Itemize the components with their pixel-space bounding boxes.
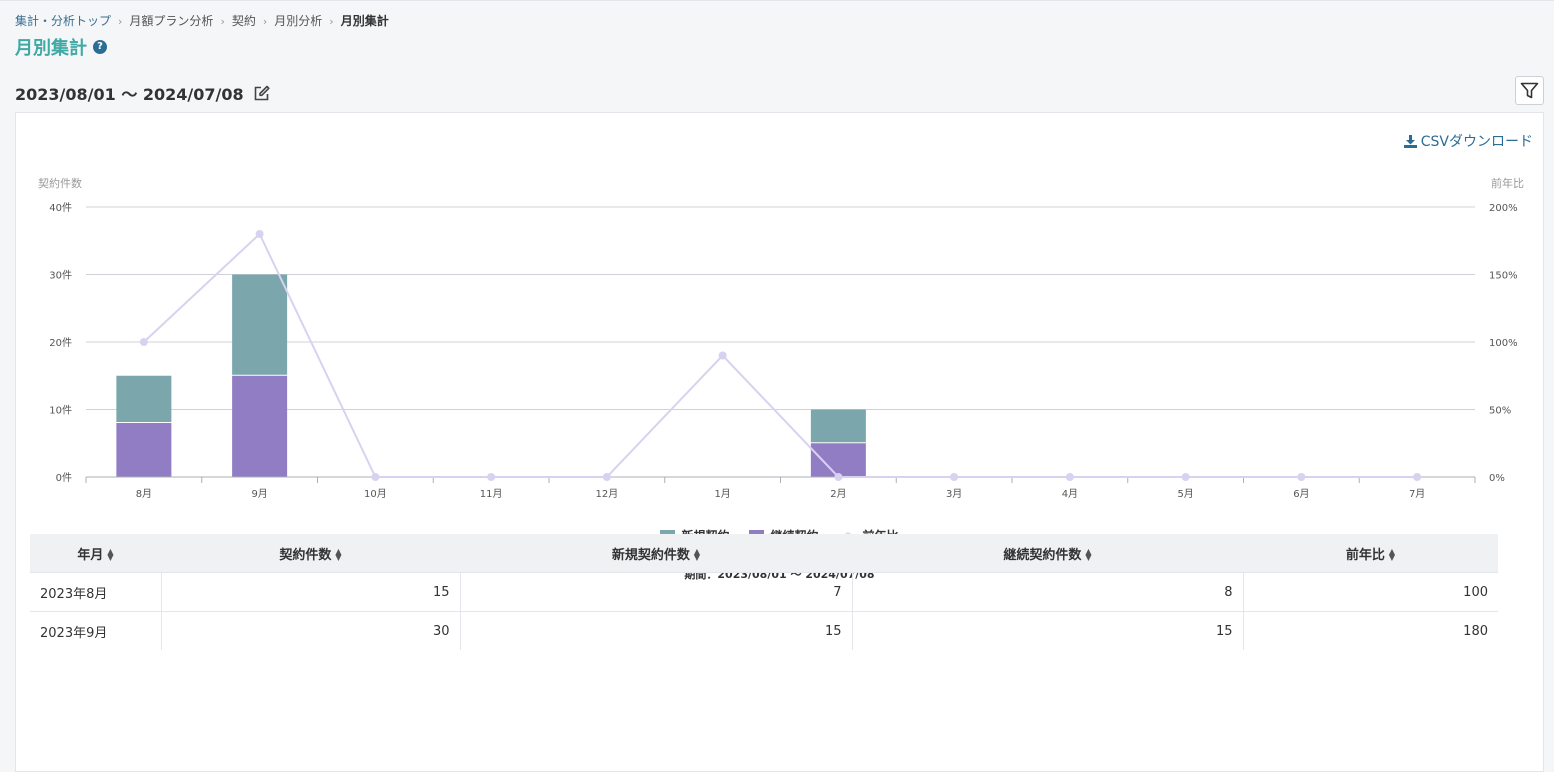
column-header-yoy[interactable]: 前年比 ▲ ▼ <box>1243 534 1498 573</box>
x-tick-label: 3月 <box>946 488 962 500</box>
x-tick-label: 9月 <box>251 488 267 500</box>
monthly-contract-chart: 0件 0% 10件 50% 20件 100% 30件 150% 40件 200% 契約件数 前年比 8月… <box>38 176 1524 500</box>
y-tick-label-right: 200% <box>1489 203 1518 214</box>
page-title: 月別集計 ? <box>15 34 107 60</box>
bar-new-contract <box>116 375 172 422</box>
yoy-line <box>143 232 1418 478</box>
bar-new-contract <box>232 274 288 375</box>
filter-button[interactable] <box>1515 76 1544 105</box>
column-header-renewal-contract-count[interactable]: 継続契約件数 ▲ ▼ <box>852 534 1243 573</box>
sort-icon: ▲ ▼ <box>1085 547 1092 562</box>
breadcrumb-item-contract[interactable]: 契約 <box>231 14 256 28</box>
y-tick-label-left: 0件 <box>56 472 72 484</box>
chart-panel: CSVダウンロード 0件 0% 10件 50% 20件 100% 30件 150% 40件 200… <box>15 112 1544 772</box>
yoy-point <box>255 230 264 238</box>
y-tick-label-left: 30件 <box>49 270 72 282</box>
cell-year-month: 2023年9月 <box>30 611 162 650</box>
x-tick-label: 1月 <box>714 488 730 500</box>
x-tick-label: 11月 <box>480 488 503 500</box>
x-tick-label: 4月 <box>1062 488 1078 500</box>
chevron-right-icon: › <box>118 15 123 28</box>
yoy-point <box>487 473 496 481</box>
table-row: 2023年8月 15 7 8 100 <box>30 572 1498 612</box>
yoy-point <box>834 473 843 481</box>
x-tick-label: 12月 <box>596 488 619 500</box>
column-header-label: 年月 <box>77 547 104 563</box>
bar-renewal-contract <box>232 375 288 477</box>
sort-icon: ▲ ▼ <box>335 547 342 562</box>
sort-icon: ▲ ▼ <box>1388 547 1396 562</box>
column-header-label: 契約件数 <box>279 547 332 563</box>
bar-new-contract <box>810 409 866 443</box>
yoy-point <box>950 473 959 481</box>
x-tick-label: 8月 <box>136 488 152 500</box>
top-divider <box>0 0 1554 1</box>
yoy-point <box>1297 473 1306 481</box>
cell-contract-count: 30 <box>161 611 461 650</box>
breadcrumb-current: 月別集計 <box>340 14 389 28</box>
date-range: 2023/08/01 〜 2024/07/08 <box>15 81 270 105</box>
yoy-point <box>602 473 611 481</box>
breadcrumb-item-analytics-top[interactable]: 集計・分析トップ <box>15 14 112 28</box>
date-range-text: 2023/08/01 〜 2024/07/08 <box>15 85 244 104</box>
chevron-right-icon: › <box>220 15 225 28</box>
y-tick-label-right: 50% <box>1489 406 1511 417</box>
bar-renewal-contract <box>116 423 172 477</box>
column-header-label: 新規契約件数 <box>611 547 690 563</box>
monthly-summary-table: 年月 ▲ ▼ 契約件数 ▲ ▼ 新規契約件数 ▲ ▼ 継続契約件数 ▲ ▼ 前年比 ▲ ▼ 2023… <box>30 534 1498 650</box>
column-header-year-month[interactable]: 年月 ▲ ▼ <box>30 534 161 573</box>
cell-renewal-contract-count: 15 <box>852 611 1244 650</box>
table-row: 2023年9月 30 15 15 180 <box>30 611 1498 650</box>
csv-download-label: CSVダウンロード <box>1420 134 1533 150</box>
cell-yoy: 180 <box>1243 611 1498 650</box>
yoy-point <box>371 473 380 481</box>
bar-renewal-contract <box>810 443 866 477</box>
sort-icon: ▲ ▼ <box>693 547 701 562</box>
edit-icon[interactable] <box>253 85 270 102</box>
cell-year-month: 2023年8月 <box>30 572 162 612</box>
download-icon <box>1403 134 1417 148</box>
y-tick-label-right: 100% <box>1489 338 1518 349</box>
breadcrumb-item-monthly-plan[interactable]: 月額プラン分析 <box>129 14 214 28</box>
column-header-label: 継続契約件数 <box>1003 547 1082 563</box>
breadcrumb-item-monthly-analysis[interactable]: 月別分析 <box>274 14 323 28</box>
y-axis-title-right: 前年比 <box>1491 176 1524 190</box>
y-axis-title-left: 契約件数 <box>38 176 82 190</box>
yoy-point <box>718 351 727 360</box>
x-tick-label: 7月 <box>1409 488 1425 500</box>
csv-download-button[interactable]: CSVダウンロード <box>1403 131 1533 151</box>
yoy-point <box>1065 473 1074 481</box>
help-icon[interactable]: ? <box>93 40 107 54</box>
column-header-contract-count[interactable]: 契約件数 ▲ ▼ <box>161 534 460 573</box>
cell-contract-count: 15 <box>161 572 461 612</box>
column-header-new-contract-count[interactable]: 新規契約件数 ▲ ▼ <box>460 534 852 573</box>
column-header-label: 前年比 <box>1345 547 1385 563</box>
table-header-row: 年月 ▲ ▼ 契約件数 ▲ ▼ 新規契約件数 ▲ ▼ 継続契約件数 ▲ ▼ 前年比 ▲ ▼ <box>30 534 1498 573</box>
x-tick-label: 5月 <box>1177 488 1193 500</box>
yoy-point <box>139 338 148 346</box>
y-tick-label-right: 150% <box>1489 271 1518 282</box>
chevron-right-icon: › <box>329 15 334 28</box>
yoy-point <box>1181 473 1190 481</box>
cell-yoy: 100 <box>1243 572 1498 612</box>
x-tick-label: 2月 <box>830 488 846 500</box>
page-title-text: 月別集計 <box>15 38 87 59</box>
filter-icon <box>1520 82 1539 98</box>
y-tick-label-left: 10件 <box>49 405 72 417</box>
cell-renewal-contract-count: 8 <box>852 572 1244 612</box>
sort-icon: ▲ ▼ <box>107 547 114 562</box>
yoy-point <box>1413 473 1422 481</box>
cell-new-contract-count: 7 <box>460 572 853 612</box>
y-tick-label-left: 20件 <box>49 337 72 349</box>
x-tick-label: 6月 <box>1293 488 1309 500</box>
breadcrumb: 集計・分析トップ › 月額プラン分析 › 契約 › 月別分析 › 月別集計 <box>15 12 389 29</box>
x-tick-label: 10月 <box>364 488 387 500</box>
y-tick-label-right: 0% <box>1489 473 1505 484</box>
cell-new-contract-count: 15 <box>460 611 853 650</box>
y-tick-label-left: 40件 <box>49 202 72 214</box>
chevron-right-icon: › <box>262 15 268 28</box>
